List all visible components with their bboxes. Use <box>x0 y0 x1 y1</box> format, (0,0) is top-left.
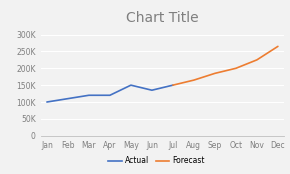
Title: Chart Title: Chart Title <box>126 11 199 25</box>
Legend: Actual, Forecast: Actual, Forecast <box>105 153 208 168</box>
